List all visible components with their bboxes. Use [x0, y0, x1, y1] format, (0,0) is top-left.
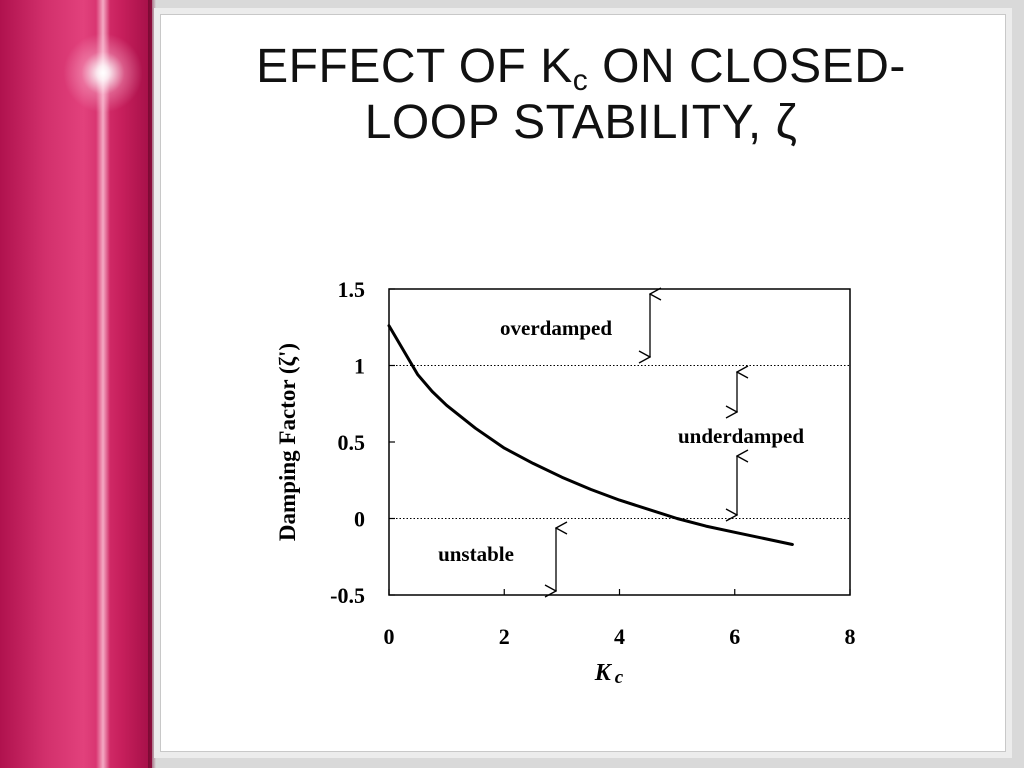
slide-title: EFFECT OF Kc ON CLOSED- LOOP STABILITY, …	[181, 39, 981, 151]
slide-title-line-2: LOOP STABILITY, ζ	[364, 96, 798, 149]
y-tick-label--0-5: -0.5	[330, 583, 365, 608]
plot-area: 0 2 4 6 8 1.5 1 0.5 0 -0.5 K c Damping Factor (ζ') ov…	[275, 277, 856, 688]
y-tick-label-0: 0	[354, 507, 365, 532]
y-tick-label-1: 1	[354, 354, 365, 379]
title-text-part2: ON CLOSED-	[588, 40, 906, 93]
x-tick-label-8: 8	[845, 624, 856, 649]
decorative-lens-flare	[63, 33, 143, 113]
x-tick-label-4: 4	[614, 624, 625, 649]
annotation-underdamped: underdamped	[678, 424, 804, 448]
series-line-0	[387, 324, 794, 546]
x-tick-label-0: 0	[384, 624, 395, 649]
annotation-unstable: unstable	[438, 542, 514, 566]
x-tick-label-6: 6	[729, 624, 740, 649]
decorative-light-streak	[96, 0, 110, 768]
x-axis-label-main: K	[594, 660, 613, 686]
decorative-band-edge	[148, 0, 156, 768]
decorative-side-band	[0, 0, 152, 768]
y-tick-label-1-5: 1.5	[338, 277, 366, 302]
title-subscript: c	[572, 64, 589, 97]
annotation-overdamped: overdamped	[500, 316, 612, 340]
title-text-part1: EFFECT OF K	[256, 40, 573, 93]
y-axis-label: Damping Factor (ζ')	[275, 343, 300, 541]
x-tick-label-2: 2	[499, 624, 510, 649]
slide-panel: EFFECT OF Kc ON CLOSED- LOOP STABILITY, …	[160, 14, 1006, 752]
y-tick-label-0-5: 0.5	[338, 430, 366, 455]
x-axis-label-subscript: c	[615, 667, 624, 688]
slide-title-line-1: EFFECT OF Kc ON CLOSED-	[181, 39, 981, 97]
